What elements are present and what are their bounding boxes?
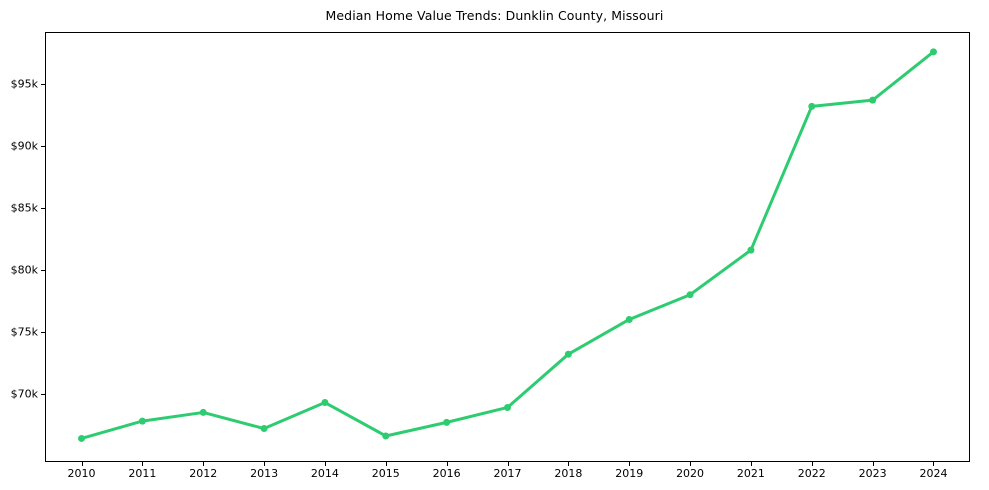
chart-title: Median Home Value Trends: Dunklin County… (325, 8, 664, 23)
y-axis-tick-mark (41, 331, 45, 333)
x-axis-tick-label: 2015 (371, 467, 400, 480)
x-axis-tick-label: 2012 (189, 467, 218, 480)
x-axis-tick-mark (872, 462, 874, 466)
x-axis-tick-mark (446, 462, 448, 466)
x-axis-tick-mark (568, 462, 570, 466)
x-axis-tick-mark (264, 462, 266, 466)
y-axis-tick-label: $85k (10, 201, 38, 215)
x-axis-tick-mark (933, 462, 935, 466)
x-axis-tick-label: 2011 (128, 467, 157, 480)
x-axis-tick-mark (81, 462, 83, 466)
x-axis-tick-label: 2022 (797, 467, 826, 480)
x-axis-tick-mark (750, 462, 752, 466)
y-axis-tick-label: $80k (10, 263, 38, 277)
x-axis-tick-mark (507, 462, 509, 466)
y-axis-tick-label: $95k (10, 77, 38, 91)
x-axis-tick-mark (385, 462, 387, 466)
y-axis-tick-label: $70k (10, 387, 38, 401)
y-axis-tick-mark (41, 146, 45, 147)
x-axis-tick-label: 2010 (67, 467, 96, 480)
x-axis-tick-label: 2019 (615, 467, 644, 480)
x-axis-tick-label: 2018 (554, 467, 583, 480)
y-axis-tick-mark (41, 269, 45, 271)
x-axis-tick-mark (811, 462, 813, 466)
x-axis-tick-label: 2024 (919, 467, 948, 480)
y-axis-tick-mark (41, 84, 45, 86)
x-axis-tick-mark (142, 462, 144, 466)
y-axis-tick-mark (41, 393, 45, 395)
x-axis-tick-label: 2021 (736, 467, 765, 480)
x-axis-tick-mark (324, 462, 326, 466)
x-axis-tick-label: 2017 (493, 467, 522, 480)
x-axis-tick-label: 2016 (432, 467, 461, 480)
y-axis-tick-mark (41, 207, 45, 209)
x-axis-tick-mark (629, 462, 631, 466)
plot-area (45, 32, 970, 462)
x-axis-tick-label: 2013 (250, 467, 279, 480)
y-axis-tick-label: $90k (10, 139, 38, 153)
x-axis-tick-label: 2020 (676, 467, 705, 480)
x-axis-tick-mark (203, 462, 205, 466)
x-axis-tick-mark (690, 462, 692, 466)
x-axis-tick-label: 2023 (858, 467, 887, 480)
x-axis-tick-label: 2014 (310, 467, 339, 480)
y-axis-tick-label: $75k (10, 325, 38, 339)
